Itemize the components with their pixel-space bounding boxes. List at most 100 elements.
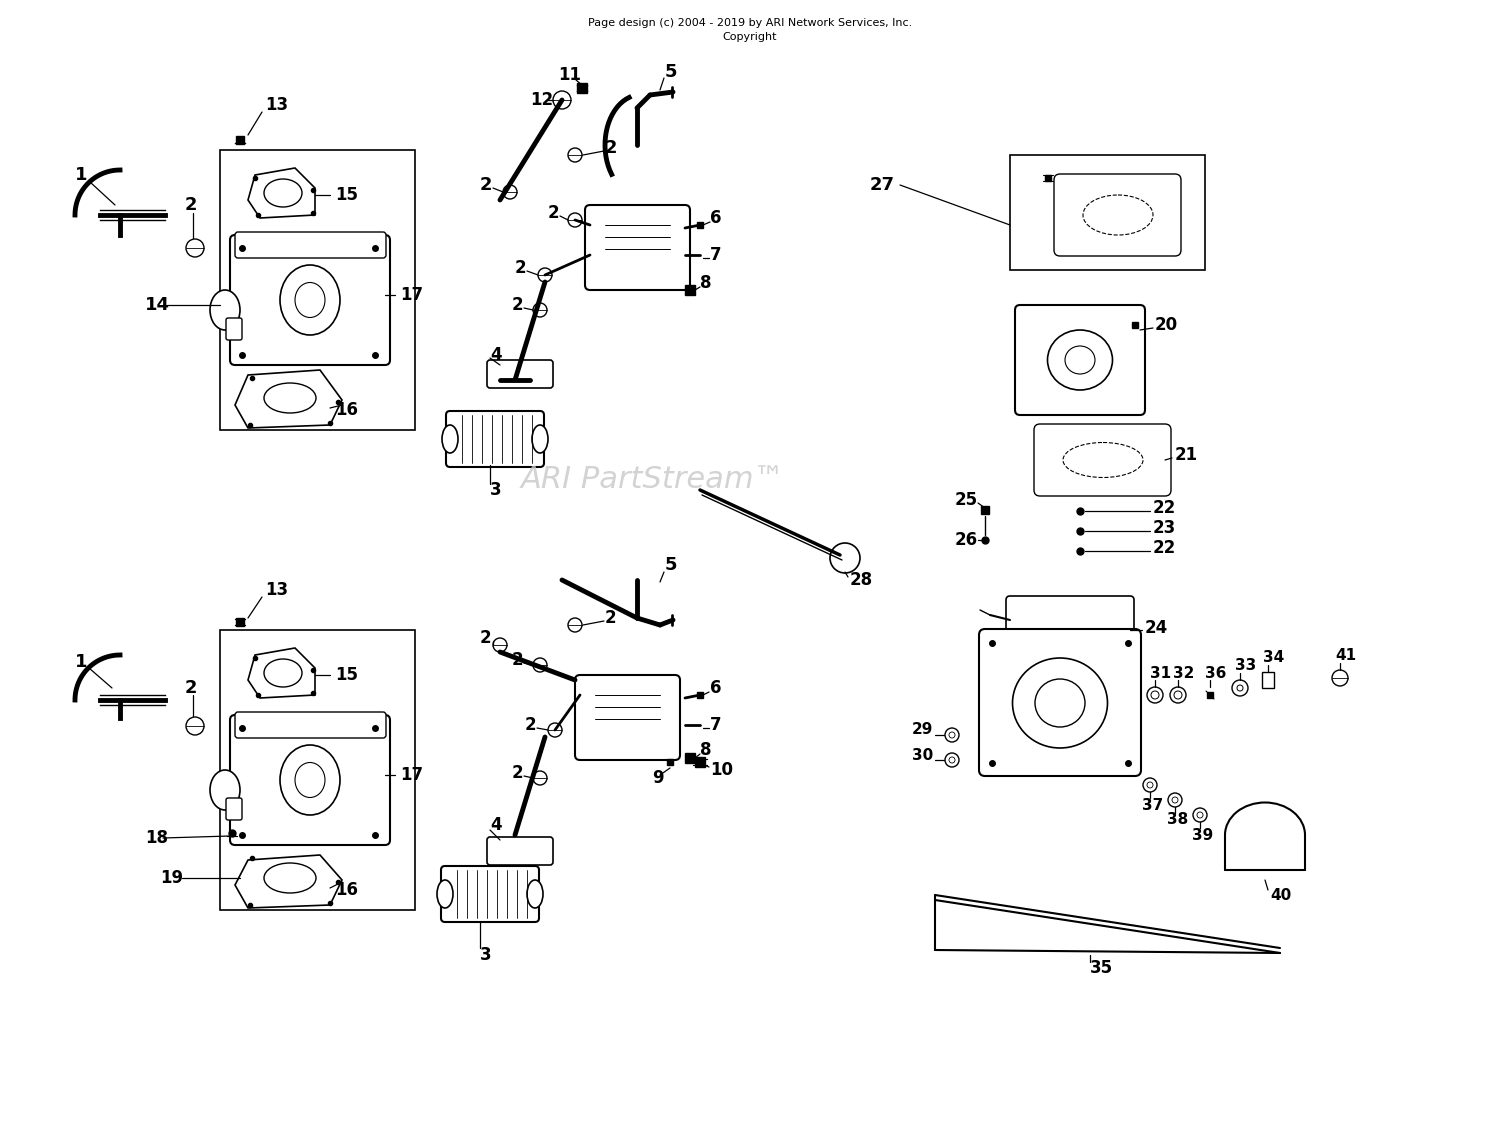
Ellipse shape <box>210 770 240 809</box>
Text: 36: 36 <box>1204 665 1227 681</box>
Circle shape <box>950 758 956 763</box>
Text: 12: 12 <box>530 91 554 110</box>
Text: 23: 23 <box>1154 519 1176 537</box>
Text: 15: 15 <box>334 666 358 684</box>
Ellipse shape <box>442 425 458 453</box>
Ellipse shape <box>264 180 302 207</box>
Circle shape <box>532 658 548 672</box>
Circle shape <box>186 717 204 735</box>
Text: 10: 10 <box>710 761 734 779</box>
Ellipse shape <box>280 745 340 815</box>
Text: 5: 5 <box>664 555 678 574</box>
Ellipse shape <box>280 265 340 335</box>
Text: 9: 9 <box>652 769 663 787</box>
FancyBboxPatch shape <box>1034 425 1172 496</box>
Text: 15: 15 <box>334 186 358 204</box>
Ellipse shape <box>264 863 316 893</box>
Text: 4: 4 <box>490 816 501 834</box>
Circle shape <box>186 239 204 257</box>
Text: 3: 3 <box>490 481 501 499</box>
Circle shape <box>945 728 958 742</box>
Circle shape <box>548 723 562 737</box>
Circle shape <box>568 148 582 161</box>
Text: 13: 13 <box>266 96 288 114</box>
Circle shape <box>568 213 582 227</box>
Text: 2: 2 <box>604 609 616 627</box>
FancyBboxPatch shape <box>1016 305 1144 415</box>
FancyBboxPatch shape <box>1007 596 1134 659</box>
Polygon shape <box>236 855 342 908</box>
Text: 16: 16 <box>334 881 358 899</box>
FancyBboxPatch shape <box>230 235 390 365</box>
Ellipse shape <box>210 290 240 330</box>
Text: 6: 6 <box>710 679 722 697</box>
Text: 30: 30 <box>912 747 933 762</box>
Text: 2: 2 <box>184 679 198 697</box>
Circle shape <box>494 638 507 653</box>
Ellipse shape <box>296 762 326 797</box>
Circle shape <box>503 185 518 199</box>
Text: 20: 20 <box>1155 316 1178 334</box>
Polygon shape <box>248 648 315 698</box>
Text: 34: 34 <box>1263 650 1284 665</box>
Circle shape <box>1170 688 1186 703</box>
Ellipse shape <box>1083 195 1154 235</box>
Ellipse shape <box>264 383 316 413</box>
Ellipse shape <box>1065 345 1095 374</box>
FancyBboxPatch shape <box>226 318 242 340</box>
Circle shape <box>1143 778 1156 793</box>
Circle shape <box>1148 688 1162 703</box>
Circle shape <box>532 771 548 785</box>
Ellipse shape <box>436 879 453 908</box>
Circle shape <box>1232 680 1248 695</box>
Circle shape <box>1192 808 1208 822</box>
Text: 2: 2 <box>512 296 524 314</box>
Circle shape <box>1148 782 1154 788</box>
Text: 3: 3 <box>480 946 492 964</box>
Ellipse shape <box>1047 330 1113 390</box>
Bar <box>1262 672 1274 688</box>
Text: 1: 1 <box>75 166 87 184</box>
Text: 33: 33 <box>1234 658 1257 674</box>
FancyBboxPatch shape <box>980 629 1142 776</box>
Text: 31: 31 <box>1150 665 1172 681</box>
Bar <box>1010 155 1204 270</box>
Text: 5: 5 <box>664 63 678 81</box>
FancyBboxPatch shape <box>446 411 544 467</box>
Text: ARI PartStream™: ARI PartStream™ <box>520 465 784 495</box>
FancyBboxPatch shape <box>441 866 538 922</box>
Circle shape <box>1150 691 1160 699</box>
Text: Copyright: Copyright <box>723 33 777 42</box>
FancyBboxPatch shape <box>230 715 390 844</box>
Text: 24: 24 <box>1144 619 1168 637</box>
Text: 2: 2 <box>480 176 492 194</box>
Text: 35: 35 <box>1090 959 1113 977</box>
Text: 2: 2 <box>480 629 492 647</box>
Text: 7: 7 <box>710 716 722 734</box>
Text: 2: 2 <box>512 651 524 669</box>
Text: 41: 41 <box>1335 648 1356 664</box>
Text: 21: 21 <box>1174 446 1198 464</box>
Text: 25: 25 <box>956 491 978 509</box>
Text: 2: 2 <box>604 139 618 157</box>
Text: 16: 16 <box>334 401 358 419</box>
Text: 2: 2 <box>512 764 524 782</box>
Circle shape <box>1174 691 1182 699</box>
Ellipse shape <box>296 282 326 317</box>
Bar <box>220 630 416 910</box>
Text: 14: 14 <box>146 296 170 314</box>
Text: 19: 19 <box>160 869 183 887</box>
FancyBboxPatch shape <box>488 360 554 388</box>
Bar <box>220 150 416 430</box>
Text: 2: 2 <box>514 259 526 277</box>
Ellipse shape <box>264 659 302 688</box>
Text: 22: 22 <box>1154 539 1176 557</box>
Text: 1: 1 <box>75 653 87 671</box>
FancyBboxPatch shape <box>488 837 554 865</box>
Circle shape <box>1238 685 1244 691</box>
Text: 27: 27 <box>870 176 895 194</box>
Circle shape <box>950 732 956 738</box>
FancyBboxPatch shape <box>236 712 386 738</box>
Circle shape <box>1332 669 1348 686</box>
Text: 22: 22 <box>1154 499 1176 517</box>
